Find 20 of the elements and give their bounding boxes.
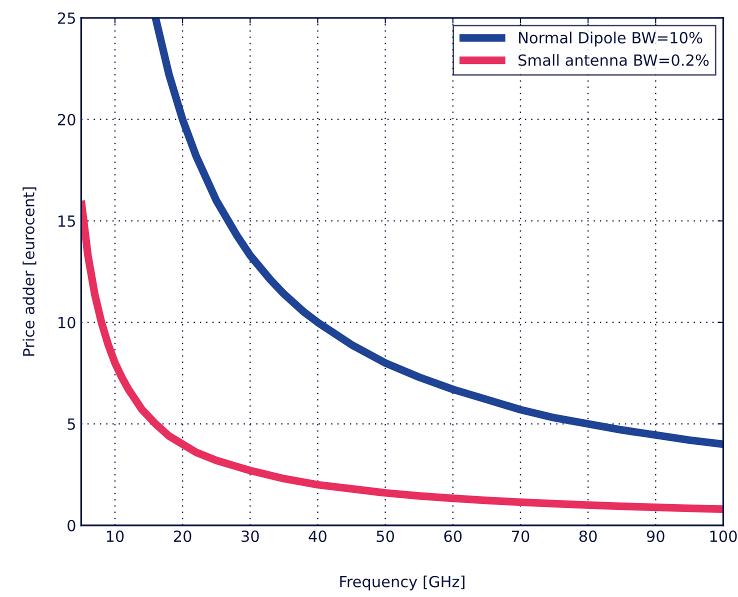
x-tick-label: 30 [242,530,259,542]
x-tick-label: 80 [579,530,597,542]
x-tick-label: 20 [174,530,192,542]
legend-label: Small antenna BW=0.2% [518,54,709,66]
y-axis-title: Price adder [eurocent] [22,187,36,356]
x-tick-label: 100 [710,530,737,542]
x-tick-label: 90 [646,530,664,542]
x-axis-title: Frequency [GHz] [340,576,464,590]
y-tick-label: 0 [68,520,76,532]
x-tick-label: 10 [106,530,124,542]
y-tick-label: 20 [58,114,76,126]
x-tick-label: 60 [444,530,462,542]
legend-label: Normal Dipole BW=10% [519,32,702,46]
y-tick-label: 15 [58,216,75,227]
x-tick-label: 50 [376,530,394,542]
x-tick-label: 70 [512,530,530,542]
x-tick-label: 40 [308,530,326,542]
y-tick-label: 10 [58,316,76,328]
y-tick-label: 5 [68,418,75,430]
y-tick-label: 25 [58,12,75,24]
